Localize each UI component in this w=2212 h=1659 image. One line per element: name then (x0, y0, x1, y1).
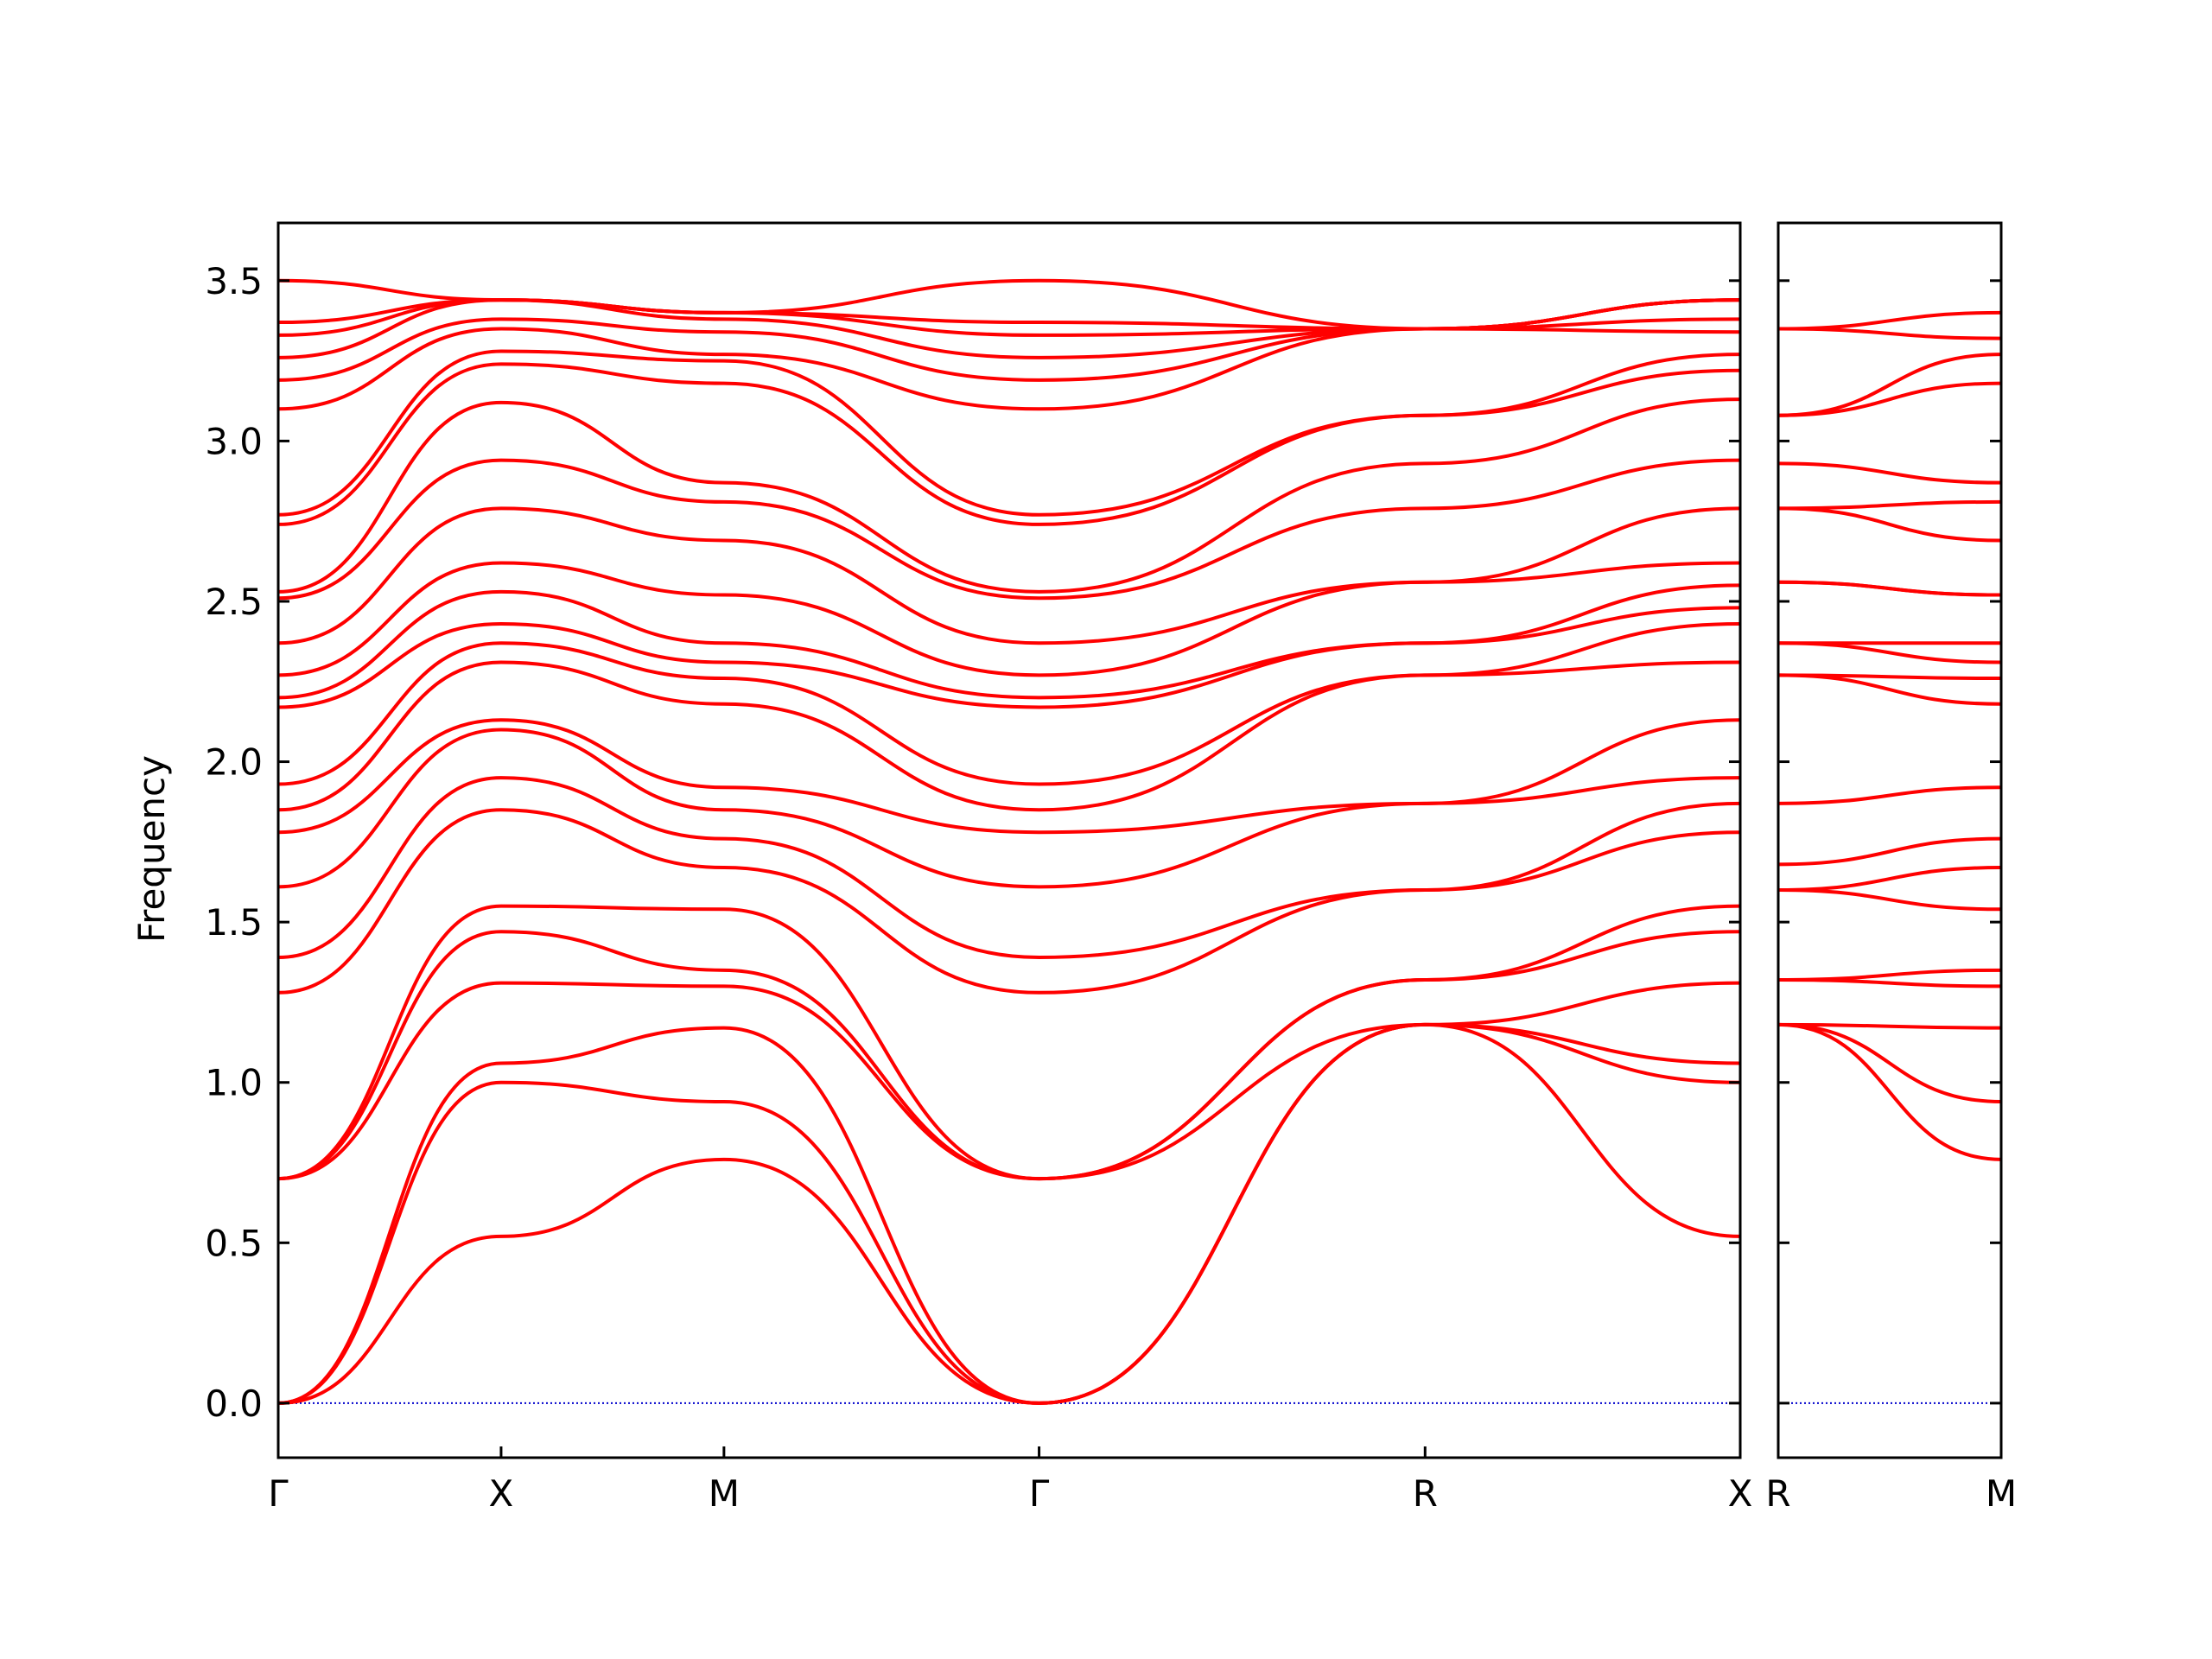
band-line (1777, 310, 2002, 331)
band-line (1777, 673, 2002, 681)
band-line (277, 1022, 1741, 1405)
y-tick-label: 0.0 (205, 1382, 263, 1425)
band-line (1777, 353, 2002, 417)
y-tick-label: 2.5 (205, 581, 263, 623)
y-tick-label: 3.5 (205, 260, 263, 302)
band-line (277, 397, 1741, 594)
band-line (1777, 461, 2002, 485)
plot-frame (276, 221, 1742, 1459)
band-line (277, 776, 1741, 959)
y-tick-label: 1.5 (205, 901, 263, 944)
x-tick-label: M (1986, 1472, 2017, 1515)
y-tick-label: 2.0 (205, 741, 263, 784)
y-tick-label: 3.0 (205, 420, 263, 462)
band-line (1777, 1022, 2002, 1161)
band-line (277, 660, 1741, 812)
y-tick-label: 0.5 (205, 1222, 263, 1264)
band-line (277, 458, 1741, 601)
x-tick-label: R (1765, 1472, 1790, 1515)
band-line (1777, 580, 2002, 597)
x-tick-label: X (489, 1472, 514, 1515)
plot-frame (1777, 221, 2003, 1459)
band-line (277, 349, 1741, 517)
y-tick-label: 1.0 (205, 1062, 263, 1104)
band-line (1777, 1022, 2002, 1103)
band-line (277, 621, 1741, 786)
band-line (1777, 641, 2002, 664)
band-line (1777, 785, 2002, 805)
band-line (1777, 381, 2002, 417)
x-tick-label: R (1413, 1472, 1438, 1515)
band-line (1777, 866, 2002, 893)
x-tick-label: M (709, 1472, 740, 1515)
x-tick-label: Γ (268, 1472, 289, 1515)
band-line (277, 327, 1741, 411)
band-line (1777, 506, 2002, 543)
band-line (277, 278, 1741, 331)
band-line (277, 606, 1741, 709)
band-line (1777, 327, 2002, 340)
y-axis-label: Frequency (130, 755, 173, 943)
band-line (277, 808, 1741, 995)
band-line (1777, 1022, 2002, 1030)
band-line (277, 1022, 1741, 1405)
band-line (277, 506, 1741, 645)
band-line (277, 904, 1741, 1181)
band-line (1777, 968, 2002, 982)
x-tick-label: Γ (1029, 1472, 1050, 1515)
band-line (1777, 499, 2002, 511)
band-line (277, 981, 1741, 1181)
band-line (277, 718, 1741, 835)
band-line (277, 583, 1741, 700)
band-line (1777, 836, 2002, 867)
x-tick-label: X (1728, 1472, 1753, 1515)
band-line (277, 561, 1741, 677)
band-line (1777, 888, 2002, 912)
